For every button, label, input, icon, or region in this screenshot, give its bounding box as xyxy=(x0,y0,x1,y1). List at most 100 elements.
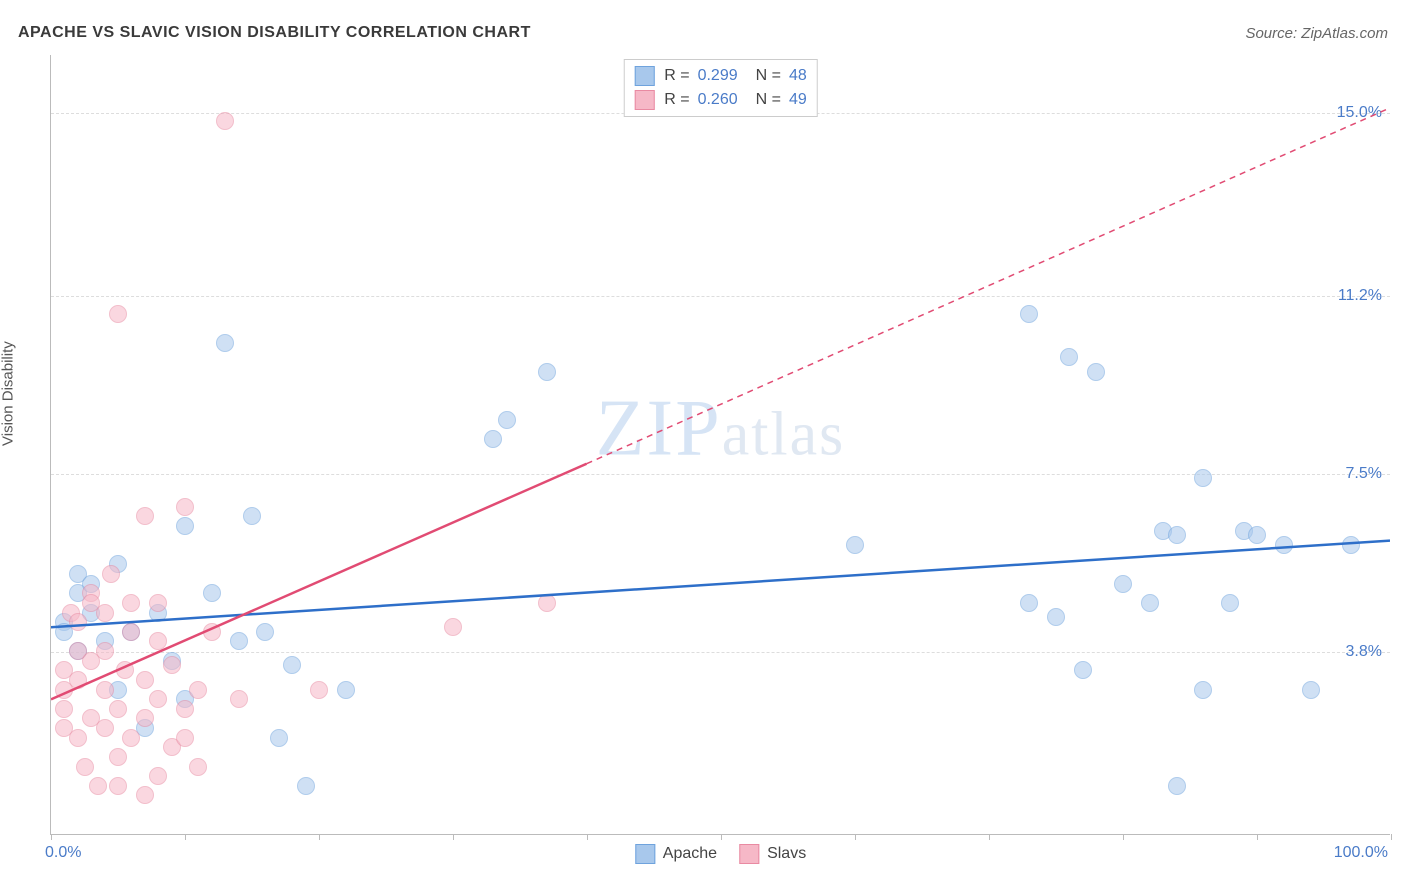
legend-r-label: R = xyxy=(664,91,689,109)
scatter-point xyxy=(76,758,94,776)
legend-n-label: N = xyxy=(756,91,781,109)
scatter-point xyxy=(230,690,248,708)
gridline xyxy=(51,474,1390,475)
scatter-point xyxy=(1047,608,1065,626)
scatter-point xyxy=(96,642,114,660)
watermark-sub: atlas xyxy=(722,400,846,468)
legend-swatch xyxy=(634,90,654,110)
y-tick-label: 11.2% xyxy=(1338,287,1382,305)
x-tick xyxy=(989,834,990,840)
scatter-point xyxy=(216,112,234,130)
series-legend: Apache Slavs xyxy=(635,844,806,864)
scatter-point xyxy=(337,681,355,699)
scatter-point xyxy=(1141,594,1159,612)
scatter-point xyxy=(243,507,261,525)
legend-item: Slavs xyxy=(739,844,806,864)
scatter-point xyxy=(176,517,194,535)
scatter-point xyxy=(122,729,140,747)
scatter-point xyxy=(189,758,207,776)
chart-plot-area: ZIPatlas R =0.299N =48R =0.260N =49 Apac… xyxy=(50,55,1390,835)
legend-swatch xyxy=(634,66,654,86)
scatter-point xyxy=(1074,661,1092,679)
x-tick xyxy=(51,834,52,840)
legend-n-value: 48 xyxy=(789,67,807,85)
gridline xyxy=(51,652,1390,653)
x-tick xyxy=(319,834,320,840)
scatter-point xyxy=(203,623,221,641)
scatter-point xyxy=(1302,681,1320,699)
scatter-point xyxy=(1020,594,1038,612)
scatter-point xyxy=(1114,575,1132,593)
scatter-point xyxy=(69,671,87,689)
scatter-point xyxy=(1342,536,1360,554)
scatter-point xyxy=(444,618,462,636)
x-tick xyxy=(1391,834,1392,840)
scatter-point xyxy=(1194,681,1212,699)
watermark-main: ZIP xyxy=(596,384,722,472)
scatter-point xyxy=(69,729,87,747)
scatter-point xyxy=(1194,469,1212,487)
scatter-point xyxy=(122,594,140,612)
legend-swatch xyxy=(739,844,759,864)
legend-row: R = 0.260 N = 49 xyxy=(634,88,807,112)
scatter-point xyxy=(149,690,167,708)
correlation-legend: R = 0.299 N = 48 R = 0.260 N = 49 xyxy=(623,59,818,117)
scatter-point xyxy=(176,729,194,747)
x-tick xyxy=(1123,834,1124,840)
scatter-point xyxy=(109,305,127,323)
legend-n-value: 49 xyxy=(789,91,807,109)
scatter-point xyxy=(122,623,140,641)
scatter-point xyxy=(1221,594,1239,612)
scatter-point xyxy=(538,363,556,381)
scatter-point xyxy=(310,681,328,699)
x-tick xyxy=(721,834,722,840)
scatter-point xyxy=(1087,363,1105,381)
scatter-point xyxy=(283,656,301,674)
scatter-point xyxy=(136,709,154,727)
x-tick xyxy=(855,834,856,840)
scatter-point xyxy=(109,748,127,766)
scatter-point xyxy=(136,786,154,804)
scatter-point xyxy=(498,411,516,429)
scatter-point xyxy=(1168,777,1186,795)
scatter-point xyxy=(189,681,207,699)
scatter-point xyxy=(203,584,221,602)
x-tick xyxy=(453,834,454,840)
source-label: Source: ZipAtlas.com xyxy=(1245,25,1388,42)
scatter-point xyxy=(176,700,194,718)
scatter-point xyxy=(109,777,127,795)
scatter-point xyxy=(538,594,556,612)
scatter-point xyxy=(1275,536,1293,554)
y-tick-label: 15.0% xyxy=(1337,104,1382,122)
legend-r-label: R = xyxy=(664,67,689,85)
scatter-point xyxy=(96,719,114,737)
legend-n-label: N = xyxy=(756,67,781,85)
x-tick-label: 0.0% xyxy=(45,844,81,862)
legend-label: Slavs xyxy=(767,845,806,863)
legend-row: R = 0.299 N = 48 xyxy=(634,64,807,88)
scatter-point xyxy=(96,681,114,699)
scatter-point xyxy=(1248,526,1266,544)
scatter-point xyxy=(149,767,167,785)
scatter-point xyxy=(256,623,274,641)
scatter-point xyxy=(163,656,181,674)
legend-label: Apache xyxy=(663,845,717,863)
scatter-point xyxy=(149,632,167,650)
legend-swatch xyxy=(635,844,655,864)
legend-r-value: 0.260 xyxy=(698,91,738,109)
y-tick-label: 3.8% xyxy=(1346,643,1382,661)
legend-item: Apache xyxy=(635,844,717,864)
scatter-point xyxy=(89,777,107,795)
scatter-point xyxy=(55,700,73,718)
scatter-point xyxy=(846,536,864,554)
legend-r-value: 0.299 xyxy=(698,67,738,85)
scatter-point xyxy=(484,430,502,448)
y-axis-label: Vision Disability xyxy=(0,341,17,446)
scatter-point xyxy=(1168,526,1186,544)
scatter-point xyxy=(102,565,120,583)
y-tick-label: 7.5% xyxy=(1346,465,1382,483)
chart-title: APACHE VS SLAVIC VISION DISABILITY CORRE… xyxy=(18,24,531,42)
scatter-point xyxy=(270,729,288,747)
scatter-point xyxy=(109,700,127,718)
scatter-point xyxy=(136,671,154,689)
